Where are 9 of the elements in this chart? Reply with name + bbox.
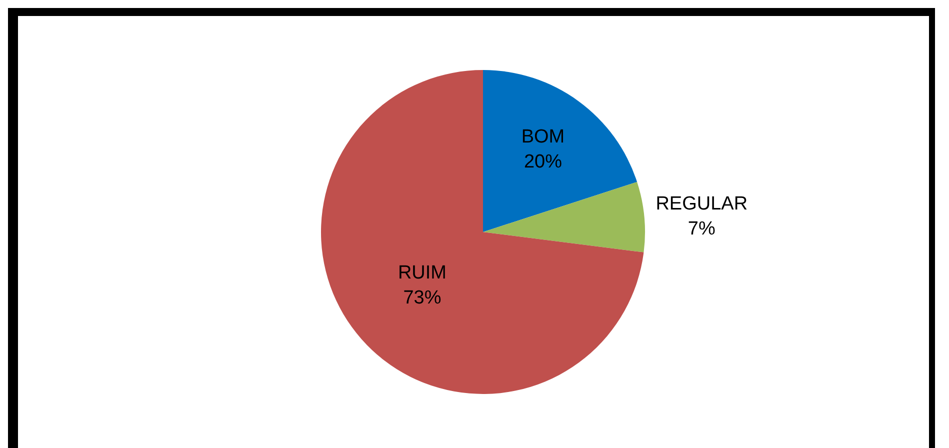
data-label: 7% [688,218,716,240]
slice-label: RUIM [398,262,447,284]
pie-slice [483,70,638,232]
slice-label: REGULAR [656,194,748,215]
pie-slice [483,182,645,252]
slice-label: BOM [521,126,565,148]
pie-slice [321,70,644,394]
data-label: 20% [524,151,562,172]
data-label: 73% [403,287,442,308]
